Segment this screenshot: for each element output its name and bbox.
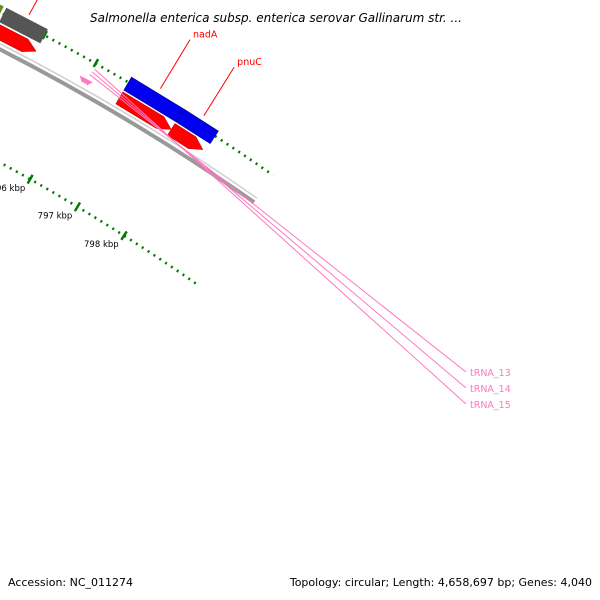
gene-block-pal: [0, 4, 4, 14]
outer-kbp-tick-795: [41, 30, 49, 40]
genome-backbone-inner: [0, 42, 258, 199]
gene-track: [0, 4, 219, 145]
trna-mark-trna-15: [84, 78, 93, 86]
cds-arrow-11: [167, 123, 204, 150]
gene-block-pnuc: [175, 108, 219, 145]
gene-label-line-ybgf: [28, 0, 38, 16]
trna-label-line-trna-13: [89, 74, 467, 373]
topology-text: Topology: circular; Length: 4,658,697 bp…: [289, 576, 592, 589]
accession-text: Accession: NC_011274: [8, 576, 133, 589]
gene-label-nada: nadA: [193, 30, 218, 41]
kbp-label-798: 798 kbp: [84, 240, 119, 250]
genome-backbone: [0, 47, 256, 204]
kbp-tick-797: [73, 201, 82, 212]
kbp-tick-796: [26, 174, 34, 185]
cds-arrow-9: [0, 24, 37, 52]
gene-label-line-nada: [159, 39, 191, 89]
trna-label-trna-14: tRNA_14: [470, 384, 511, 395]
trna-label-trna-13: tRNA_13: [470, 368, 511, 379]
gene-label-pnuc: pnuC: [237, 57, 262, 68]
kbp-label-796: 796 kbp: [0, 184, 25, 194]
trna-label-line-trna-15: [94, 69, 467, 405]
kbp-label-797: 797 kbp: [38, 211, 73, 221]
trna-label-line-trna-14: [91, 71, 467, 389]
inner-dotted-guide: [0, 161, 198, 286]
gene-label-line-pnuc: [203, 66, 235, 117]
gene-block-ybgf: [0, 7, 48, 44]
trna-track: tRNA_13 tRNA_14 tRNA_15: [79, 69, 511, 411]
map-title: Salmonella enterica subsp. enterica sero…: [90, 11, 462, 25]
kbp-tick-798: [120, 230, 128, 241]
outer-kbp-tick-796: [92, 58, 100, 68]
backbone-layer: [0, 42, 258, 204]
trna-label-trna-15: tRNA_15: [470, 400, 511, 411]
gene-label-layer: ybgTybgEybgCtolQtolRtolAtolBpalybgFnadAp…: [28, 0, 262, 117]
